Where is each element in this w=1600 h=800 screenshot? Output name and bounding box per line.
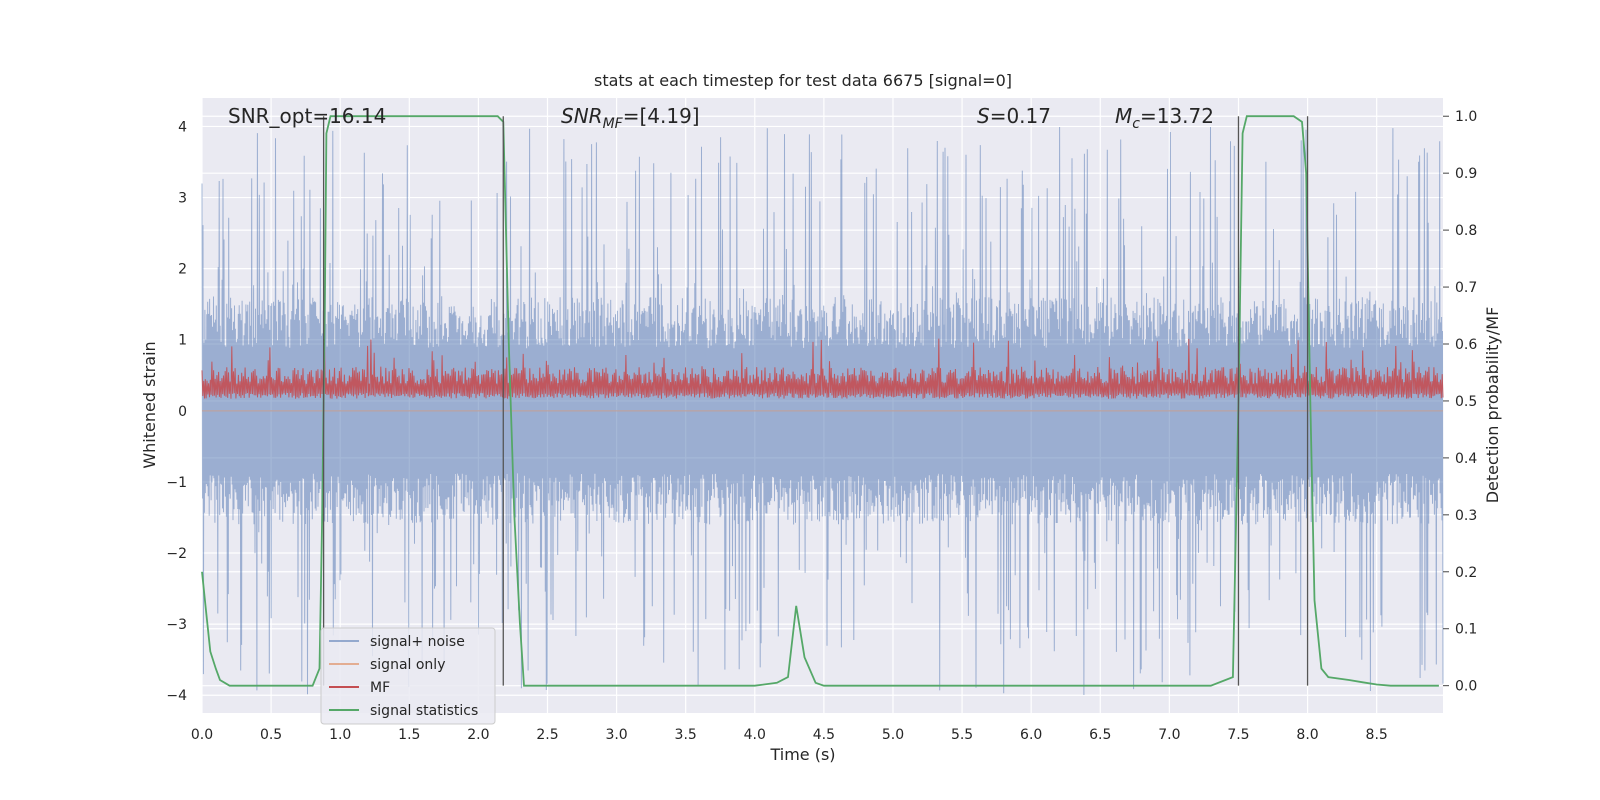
x-tick-label: 1.0 [329, 727, 351, 743]
x-tick-label: 8.5 [1366, 727, 1388, 743]
x-axis-label: Time (s) [769, 745, 835, 764]
snr-mf-subscript: MF [603, 116, 624, 132]
x-tick-label: 1.5 [398, 727, 420, 743]
mc-symbol: M [1115, 104, 1132, 128]
mc-value: =13.72 [1140, 104, 1214, 128]
series-signal-statistics [201, 115, 1439, 687]
series-layer [201, 115, 1444, 696]
x-tick-label: 8.0 [1296, 727, 1318, 743]
y2-axis-label: Detection probability/MF [1483, 307, 1502, 504]
legend: signal+ noise signal only MF signal stat… [320, 627, 496, 725]
x-tick-label: 4.5 [813, 727, 835, 743]
legend-label-mf: MF [370, 680, 390, 696]
vline-layer [322, 116, 1309, 686]
y2-tick-label: 0.9 [1455, 166, 1477, 182]
x-tick-label: 7.5 [1227, 727, 1249, 743]
legend-label-signal-statistics: signal statistics [370, 703, 478, 719]
series-signal-noise [201, 126, 1444, 696]
x-tick-label: 0.0 [191, 727, 213, 743]
y2-tick-label: 0.1 [1455, 622, 1477, 638]
ticks-layer: 0.0 0.5 1.0 1.5 2.0 2.5 3.0 3.5 4.0 4.5 5.0 5.5 6.0 6… [166, 109, 1477, 743]
x-tick-label: 5.0 [882, 727, 904, 743]
x-tick-label: 6.5 [1089, 727, 1111, 743]
x-tick-label: 3.5 [675, 727, 697, 743]
s-symbol: S [977, 104, 990, 128]
y-tick-label: 4 [178, 119, 187, 135]
y-tick-label: 3 [178, 191, 187, 207]
y2-tick-label: 0.3 [1455, 508, 1477, 524]
y-tick-label: −3 [166, 617, 187, 633]
x-tick-label: 7.0 [1158, 727, 1180, 743]
x-tick-label: 2.0 [467, 727, 489, 743]
annotation-snr-opt: SNR_opt=16.14 [228, 104, 386, 128]
y-tick-label: 1 [178, 333, 187, 349]
x-tick-label: 6.0 [1020, 727, 1042, 743]
y2-tick-label: 0.8 [1455, 223, 1477, 239]
annotation-s: S=0.17 [977, 104, 1051, 128]
series-mf [201, 338, 1444, 399]
annotation-mc: Mc=13.72 [1115, 104, 1214, 132]
y2-tick-label: 0.0 [1455, 679, 1477, 695]
legend-box [320, 627, 496, 725]
y-tick-label: −1 [166, 475, 187, 491]
y-tick-label: −4 [166, 688, 187, 704]
snr-mf-value: =[4.19] [623, 104, 700, 128]
x-tick-label: 3.0 [605, 727, 627, 743]
snr-mf-symbol: SNR [561, 104, 603, 128]
y2-tick-label: 0.5 [1455, 394, 1477, 410]
y2-tick-label: 0.4 [1455, 451, 1477, 467]
y-tick-label: 0 [178, 404, 187, 420]
legend-label-signal-noise: signal+ noise [370, 634, 465, 650]
chart-title: stats at each timestep for test data 667… [594, 71, 1012, 90]
y-tick-label: −2 [166, 546, 187, 562]
y2-tick-label: 1.0 [1455, 109, 1477, 125]
x-tick-label: 4.0 [744, 727, 766, 743]
y2-tick-label: 0.6 [1455, 337, 1477, 353]
x-tick-label: 0.5 [260, 727, 282, 743]
legend-label-signal-only: signal only [370, 657, 445, 673]
mc-subscript: c [1132, 116, 1140, 132]
y-tick-label: 2 [178, 262, 187, 278]
x-tick-label: 5.5 [951, 727, 973, 743]
annotation-snr-mf: SNRMF=[4.19] [561, 104, 700, 132]
y-axis-label: Whitened strain [140, 341, 159, 468]
y2-tick-label: 0.2 [1455, 565, 1477, 581]
y2-tick-label: 0.7 [1455, 280, 1477, 296]
s-value: =0.17 [990, 104, 1051, 128]
x-tick-label: 2.5 [536, 727, 558, 743]
